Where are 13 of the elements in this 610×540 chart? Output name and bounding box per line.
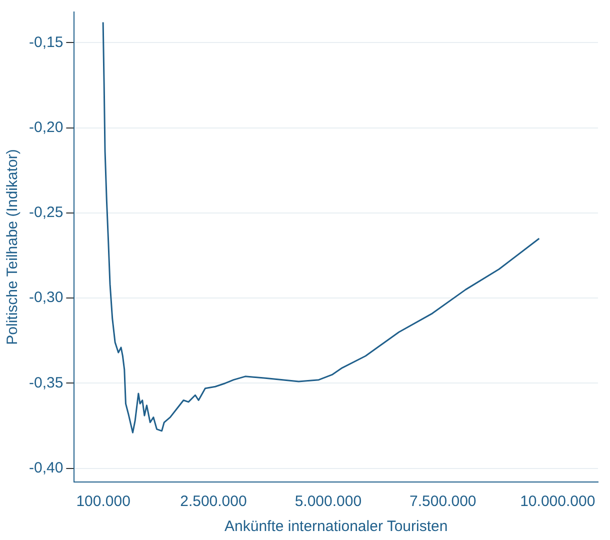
y-axis-title: Politische Teilhabe (Indikator) — [4, 149, 22, 345]
y-tick-label: -0,25 — [28, 204, 64, 222]
x-tick-label: 5.000.000 — [294, 493, 362, 510]
x-tick-label: 2.500.000 — [180, 493, 247, 510]
y-tick-label: -0,20 — [28, 118, 64, 136]
y-tick-label: -0,40 — [28, 460, 64, 477]
y-tick-label: -0,30 — [28, 289, 64, 306]
x-tick-label: 7.500.000 — [410, 493, 476, 510]
x-tick-label: 10.000.000 — [520, 493, 596, 510]
y-tick-label: -0,35 — [28, 374, 64, 392]
x-tick-label: 100.000 — [76, 493, 130, 510]
x-axis-title: Ankünfte internationaler Touristen — [224, 518, 448, 536]
y-tick-label: -0,15 — [28, 34, 64, 51]
